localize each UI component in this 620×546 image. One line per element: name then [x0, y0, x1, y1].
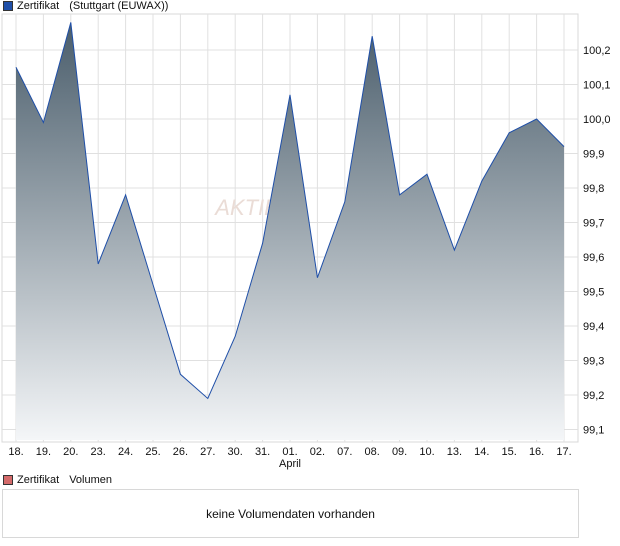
x-tick-label: 30. — [228, 446, 243, 458]
y-tick-label: 100,0 — [583, 114, 611, 126]
volume-panel: keine Volumendaten vorhanden — [2, 489, 579, 538]
x-tick-label: 10. — [419, 446, 434, 458]
x-tick-label: 13. — [447, 446, 462, 458]
x-tick-label: 08. — [365, 446, 380, 458]
x-tick-label: 01. — [282, 446, 297, 458]
x-tick-label: 31. — [255, 446, 270, 458]
x-tick-label: 18. — [8, 446, 23, 458]
y-tick-label: 99,3 — [583, 356, 604, 368]
y-tick-label: 99,1 — [583, 425, 604, 437]
x-tick-label: 17. — [556, 446, 571, 458]
x-tick-label: 27. — [200, 446, 215, 458]
price-legend-swatch — [3, 1, 13, 11]
y-tick-label: 99,7 — [583, 218, 604, 230]
price-legend-name: Zertifikat — [17, 0, 60, 12]
x-tick-label: 26. — [173, 446, 188, 458]
price-area — [16, 22, 564, 441]
volume-legend-label: Volumen — [69, 474, 112, 486]
y-tick-label: 99,5 — [583, 287, 604, 299]
price-chart: 99,1 99,2 99,3 99,4 99,5 99,6 99,7 99,8 99,9 100,… — [1, 13, 611, 470]
x-tick-label: 02. — [310, 446, 325, 458]
y-tick-label: 99,2 — [583, 390, 604, 402]
y-tick-label: 99,9 — [583, 149, 604, 161]
x-tick-label: 14. — [474, 446, 489, 458]
x-tick-label: 19. — [36, 446, 51, 458]
x-tick-label: 09. — [392, 446, 407, 458]
volume-legend-name: Zertifikat — [17, 474, 60, 486]
volume-message: keine Volumendaten vorhanden — [206, 506, 375, 521]
x-tick-label: 20. — [63, 446, 78, 458]
price-legend: Zertifikat (Stuttgart (EUWAX)) — [3, 0, 168, 12]
month-label: April — [279, 458, 301, 470]
x-tick-label: 23. — [91, 446, 106, 458]
y-tick-label: 100,2 — [583, 45, 611, 57]
volume-legend-swatch — [3, 475, 13, 485]
y-tick-label: 99,4 — [583, 321, 604, 333]
y-tick-label: 99,6 — [583, 252, 604, 264]
price-legend-venue: (Stuttgart (EUWAX)) — [69, 0, 169, 12]
x-tick-label: 24. — [118, 446, 133, 458]
volume-legend: Zertifikat Volumen — [3, 474, 112, 486]
x-tick-label: 07. — [337, 446, 352, 458]
x-tick-label: 25. — [145, 446, 160, 458]
y-tick-label: 99,8 — [583, 183, 604, 195]
x-tick-label: 16. — [529, 446, 544, 458]
x-tick-label: 15. — [502, 446, 517, 458]
y-tick-label: 100,1 — [583, 80, 611, 92]
